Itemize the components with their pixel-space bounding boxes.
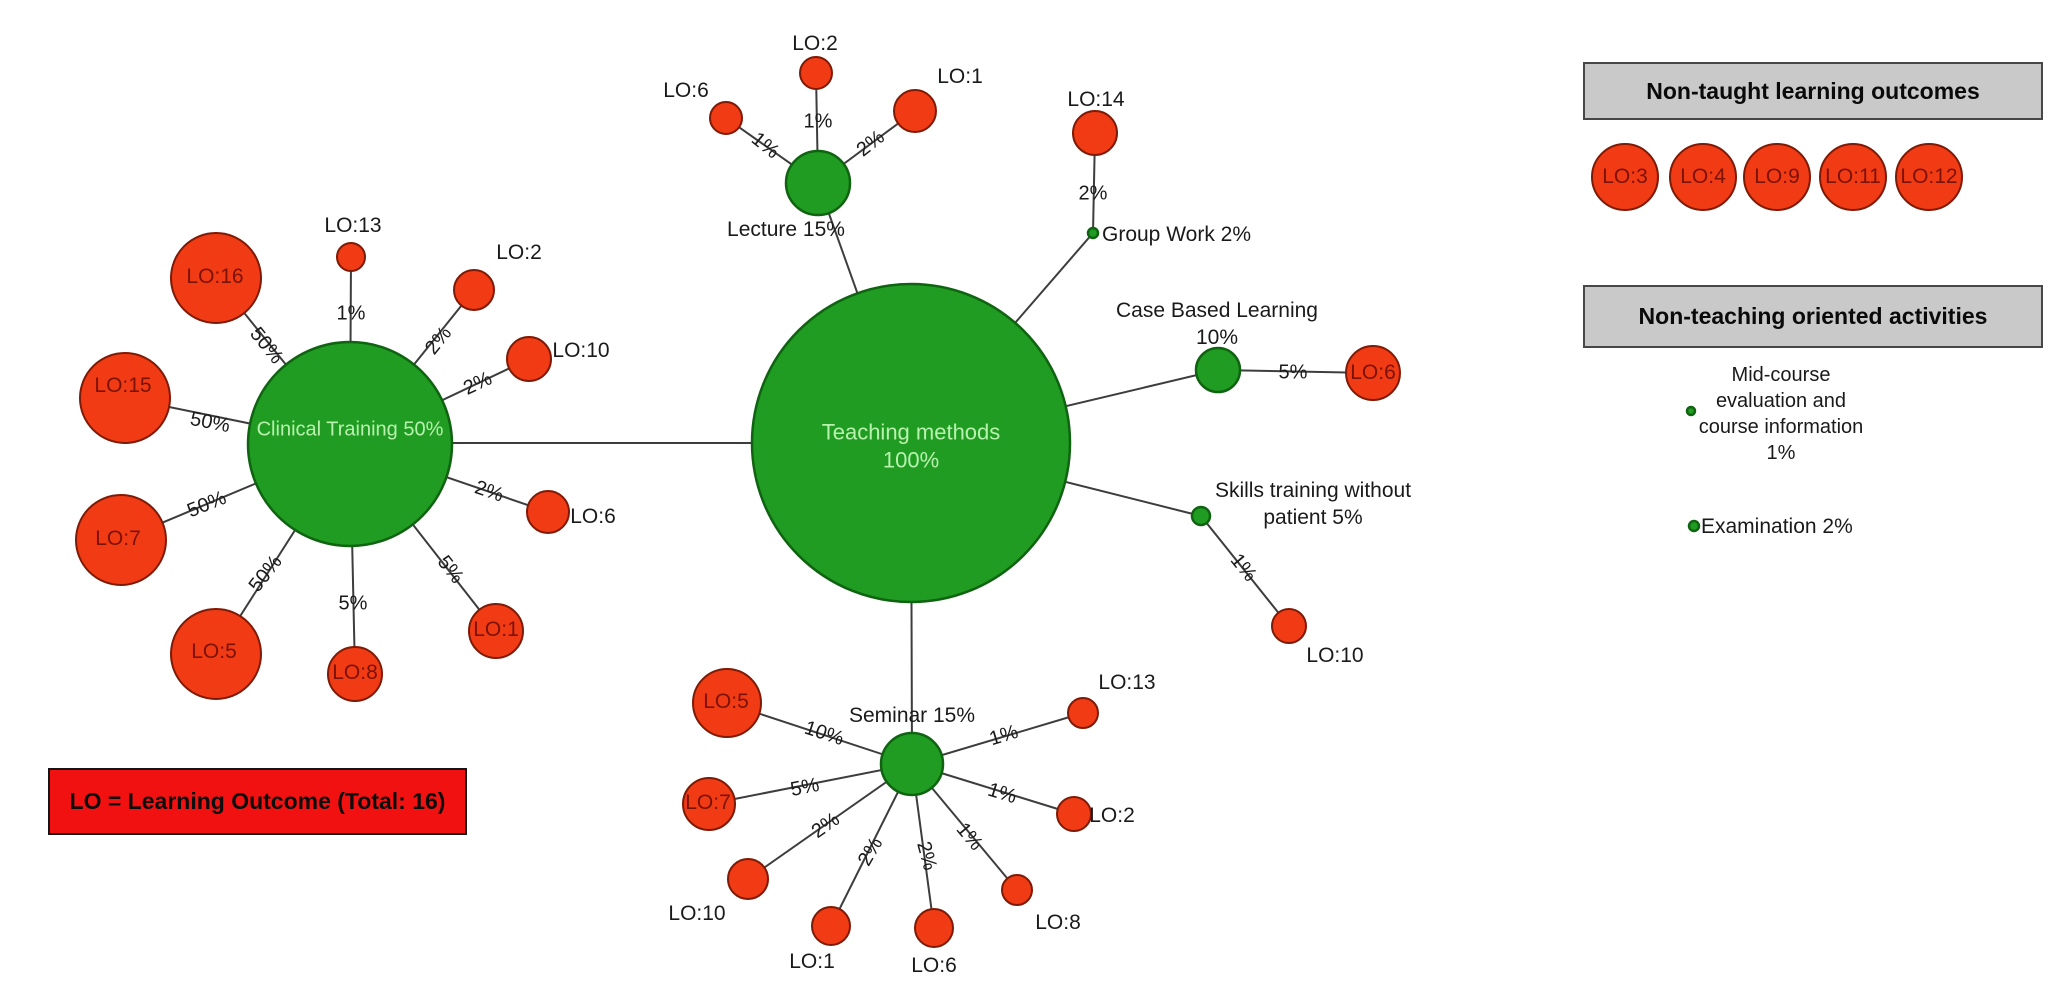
lo-legend-box: LO = Learning Outcome (Total: 16)	[48, 768, 467, 835]
nontaught-lo12-node	[1895, 143, 1963, 211]
nontaught-lo4-node	[1669, 143, 1737, 211]
seminar-lo6-node	[914, 908, 954, 948]
lecture-lo1-node	[893, 89, 937, 133]
seminar-lo13-node	[1067, 697, 1099, 729]
case-based-learning-node	[1194, 346, 1242, 394]
lecture-node	[784, 149, 852, 217]
examination-node	[1687, 519, 1701, 533]
clinical-lo5-node	[170, 608, 262, 700]
seminar-lo7-node	[682, 777, 736, 831]
nontaught-lo3-node	[1591, 143, 1659, 211]
nontaught-lo9-node	[1743, 143, 1811, 211]
clinical-lo8-node	[327, 646, 383, 702]
midcourse-evaluation-node	[1685, 405, 1697, 417]
seminar-lo8-node	[1001, 874, 1033, 906]
teaching-methods-node	[750, 282, 1072, 604]
case-lo6-node	[1345, 345, 1401, 401]
seminar-lo10-node	[727, 858, 769, 900]
seminar-lo2-node	[1056, 796, 1092, 832]
edge-seminar-lo10	[747, 763, 913, 880]
non-taught-outcomes-header: Non-taught learning outcomes	[1583, 62, 2043, 120]
non-teaching-activities-header: Non-teaching oriented activities	[1583, 285, 2043, 348]
clinical-lo2-node	[453, 269, 495, 311]
clinical-lo15-node	[79, 352, 171, 444]
clinical-lo7-node	[75, 494, 167, 586]
seminar-node	[879, 731, 945, 797]
seminar-lo5-node	[692, 668, 762, 738]
nontaught-lo11-node	[1819, 143, 1887, 211]
clinical-lo1-node	[468, 603, 524, 659]
edge-skills-lo10	[1200, 515, 1290, 627]
seminar-lo1-node	[811, 906, 851, 946]
clinical-lo13-node	[336, 242, 366, 272]
lecture-lo6-node	[709, 101, 743, 135]
groupwork-lo14-node	[1072, 110, 1118, 156]
lecture-lo2-node	[799, 56, 833, 90]
edge-seminar-lo7	[708, 763, 913, 805]
clinical-training-node	[246, 340, 454, 548]
skills-lo10-node	[1271, 608, 1307, 644]
group-work-node	[1086, 226, 1100, 240]
clinical-lo10-node	[506, 336, 552, 382]
clinical-lo16-node	[170, 232, 262, 324]
clinical-lo6-node	[526, 490, 570, 534]
skills-training-node	[1190, 505, 1212, 527]
